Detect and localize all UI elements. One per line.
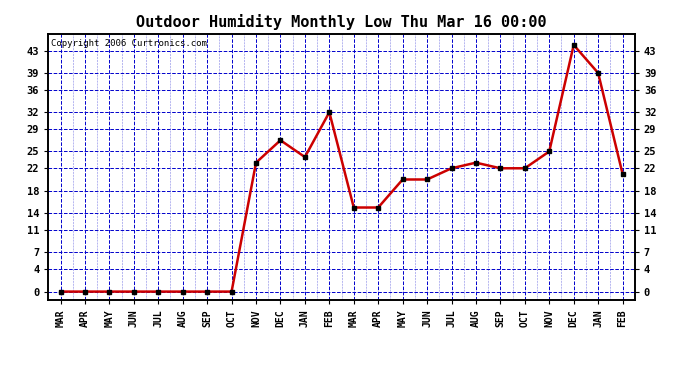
Text: Copyright 2006 Curtronics.com: Copyright 2006 Curtronics.com	[51, 39, 207, 48]
Title: Outdoor Humidity Monthly Low Thu Mar 16 00:00: Outdoor Humidity Monthly Low Thu Mar 16 …	[136, 14, 547, 30]
